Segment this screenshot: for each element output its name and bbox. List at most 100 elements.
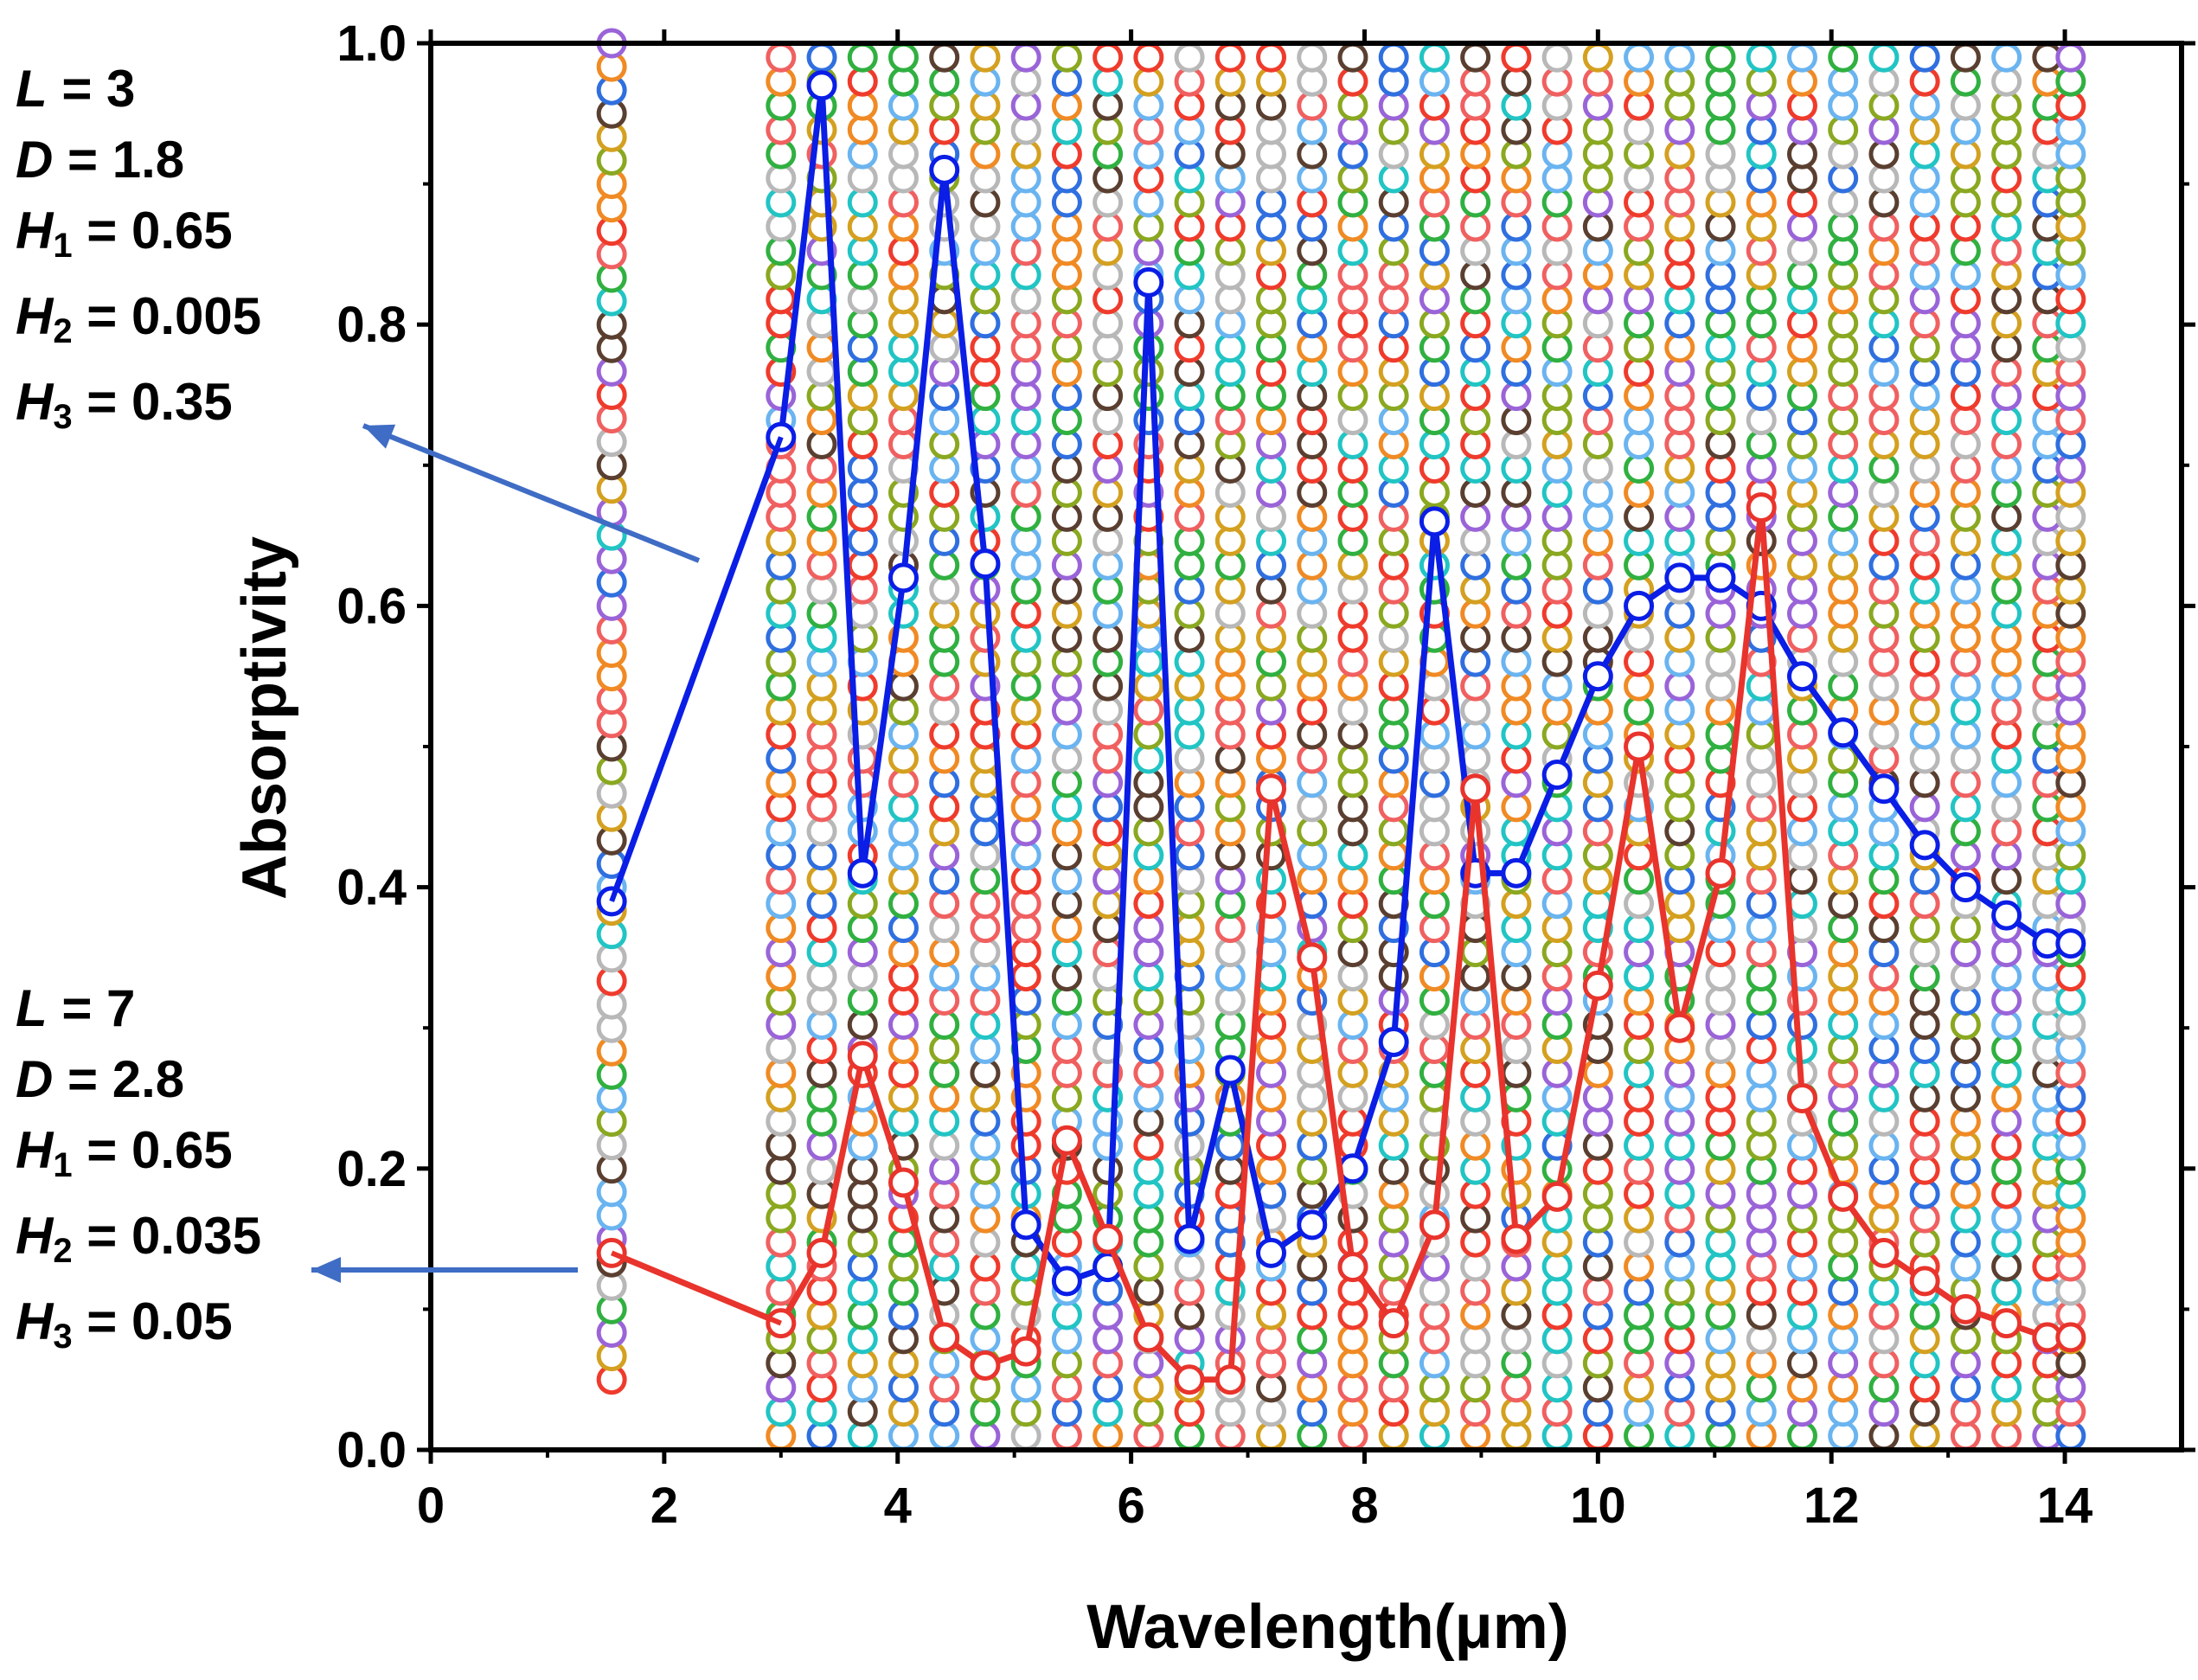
series-0-point bbox=[1582, 661, 1613, 692]
series-1-point bbox=[1133, 1322, 1164, 1353]
x-tick-label: 8 bbox=[1350, 1478, 1378, 1534]
series-0-point bbox=[847, 857, 878, 888]
series-0-point bbox=[1174, 1223, 1205, 1254]
background-scatter-point bbox=[1378, 42, 1409, 73]
param-line: H1 = 0.65 bbox=[16, 196, 261, 281]
series-1-point bbox=[1297, 942, 1328, 973]
series-1-point bbox=[1051, 1125, 1082, 1156]
background-scatter-point bbox=[1909, 42, 1940, 73]
param-line: D = 1.8 bbox=[16, 125, 261, 196]
param-name: L bbox=[16, 979, 48, 1037]
background-scatter-point bbox=[1541, 42, 1573, 73]
param-value: = 7 bbox=[47, 979, 136, 1037]
series-0-point bbox=[1501, 857, 1532, 888]
background-scatter-point bbox=[1991, 42, 2022, 73]
series-1-point bbox=[1746, 492, 1777, 523]
x-tick-label: 0 bbox=[417, 1478, 445, 1534]
param-line: H2 = 0.035 bbox=[16, 1201, 261, 1286]
series-1-point bbox=[1010, 1336, 1041, 1367]
param-name: L bbox=[16, 60, 48, 118]
param-value: = 0.65 bbox=[72, 202, 233, 260]
y-tick-label: 0.0 bbox=[336, 1422, 407, 1478]
annotation-arrow-top bbox=[362, 423, 701, 563]
axis-ticks: 0 2 4 6 8 10 12 14 0.0 0.2 0.4 0.6 0.8 1.0 bbox=[336, 16, 2195, 1534]
series-1-point bbox=[1460, 773, 1491, 805]
background-scatter-point bbox=[1828, 42, 1859, 73]
series-0-point bbox=[1950, 872, 1981, 903]
param-value: = 3 bbox=[47, 60, 136, 118]
series-0-point bbox=[1010, 1209, 1041, 1241]
series-1-point bbox=[1337, 1252, 1368, 1283]
param-subscript: 2 bbox=[53, 312, 73, 350]
series-1-point bbox=[1786, 1083, 1817, 1113]
series-0-point bbox=[1624, 590, 1655, 621]
background-scatter-point bbox=[1786, 42, 1817, 73]
y-tick-label: 0.4 bbox=[336, 860, 407, 916]
series-0-point bbox=[1378, 1026, 1409, 1057]
x-tick-label: 4 bbox=[884, 1478, 912, 1534]
background-scatter-point bbox=[1174, 42, 1205, 73]
series-0-point bbox=[1297, 1209, 1328, 1241]
series-0-point bbox=[1133, 266, 1164, 298]
x-tick-label: 14 bbox=[2037, 1478, 2093, 1534]
series-0-point bbox=[970, 548, 1001, 580]
background-scatter-point bbox=[970, 42, 1001, 73]
series-1-point bbox=[1541, 1181, 1573, 1212]
background-scatter-point bbox=[1746, 42, 1777, 73]
series-0-line bbox=[608, 82, 2071, 1285]
param-value: = 0.005 bbox=[72, 287, 262, 345]
background-scatter-point bbox=[929, 42, 960, 73]
annotation-arrow-bottom bbox=[311, 1257, 578, 1283]
param-name: D bbox=[16, 1050, 54, 1108]
background-scatter-point bbox=[847, 42, 878, 73]
series-1-point bbox=[2055, 1322, 2086, 1353]
background-scatter-point bbox=[1460, 42, 1491, 73]
y-tick-label: 0.2 bbox=[336, 1141, 407, 1197]
background-scatter-point bbox=[766, 42, 797, 73]
param-subscript: 3 bbox=[53, 1318, 73, 1356]
series-1-point bbox=[1093, 1223, 1124, 1254]
param-subscript: 1 bbox=[53, 1146, 73, 1184]
series-1-point bbox=[1705, 857, 1736, 888]
y-tick-label: 1.0 bbox=[336, 16, 407, 72]
series-0-point bbox=[1541, 760, 1573, 791]
series-1-point bbox=[847, 1041, 878, 1072]
background-scatter-point bbox=[1950, 42, 1981, 73]
x-axis-title: Wavelength(μm) bbox=[1086, 1593, 1568, 1662]
series-1-point bbox=[1991, 1308, 2022, 1339]
series-1-point bbox=[806, 1237, 837, 1268]
y-tick-label: 0.8 bbox=[336, 297, 407, 353]
background-scatter-point bbox=[1501, 42, 1532, 73]
series-0-point bbox=[1419, 506, 1450, 537]
series-0-point bbox=[1664, 562, 1695, 593]
background-scatter-point bbox=[806, 42, 837, 73]
background-scatter-point bbox=[1256, 42, 1287, 73]
annotation-connector-bottom bbox=[610, 1250, 782, 1326]
y-tick-label: 0.6 bbox=[336, 578, 407, 634]
param-value: = 0.65 bbox=[72, 1121, 233, 1179]
background-scatter-point bbox=[1705, 42, 1736, 73]
series-1-point bbox=[1664, 1012, 1695, 1043]
series-1-point bbox=[1378, 1308, 1409, 1339]
x-tick-label: 10 bbox=[1570, 1478, 1626, 1534]
param-name: H bbox=[16, 287, 54, 345]
background-scatter-point bbox=[1010, 42, 1041, 73]
param-value: = 0.035 bbox=[72, 1207, 262, 1265]
x-tick-label: 6 bbox=[1117, 1478, 1144, 1534]
param-line: H1 = 0.65 bbox=[16, 1115, 261, 1201]
param-line: L = 7 bbox=[16, 973, 261, 1044]
series-0-point bbox=[2055, 928, 2086, 959]
series-0-point bbox=[806, 70, 837, 101]
series-0-point bbox=[1214, 1055, 1246, 1086]
y-axis-title: Absorptivity bbox=[230, 536, 299, 900]
series-1-point bbox=[1256, 773, 1287, 805]
series-1-line bbox=[610, 504, 2071, 1383]
series-1-point bbox=[1828, 1181, 1859, 1212]
param-line: H2 = 0.005 bbox=[16, 281, 261, 367]
background-scatter-point bbox=[1868, 42, 1900, 73]
background-scatter-point bbox=[1664, 42, 1695, 73]
series-1-point bbox=[1950, 1293, 1981, 1324]
